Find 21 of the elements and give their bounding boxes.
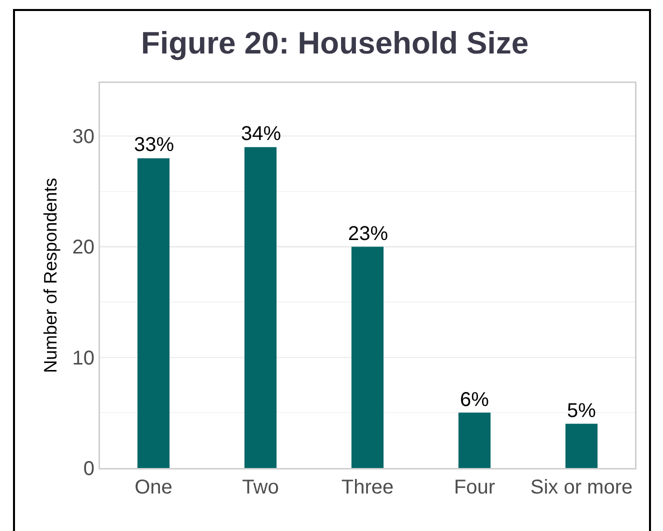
bar xyxy=(244,147,277,468)
chart-title: Figure 20: Household Size xyxy=(141,25,529,60)
annotation: 33% xyxy=(134,134,174,156)
y-tick-label: 30 xyxy=(72,126,94,148)
y-tick-label: 0 xyxy=(83,458,94,480)
annotation: 6% xyxy=(460,389,490,411)
y-tick-label: 10 xyxy=(72,347,94,370)
x-tick-label: Six or more xyxy=(530,476,633,498)
x-tick-label: One xyxy=(134,476,172,498)
y-tick-label: 20 xyxy=(72,236,94,259)
annotation: 5% xyxy=(567,400,596,422)
bar xyxy=(458,412,491,468)
annotation: 34% xyxy=(241,123,282,145)
bar xyxy=(351,246,384,468)
annotation: 23% xyxy=(348,223,388,245)
x-tick-label: Two xyxy=(242,476,279,498)
bar xyxy=(137,158,170,468)
x-tick-label: Four xyxy=(454,476,496,498)
y-axis-title: Number of Respondents xyxy=(40,178,61,374)
x-tick-label: Three xyxy=(341,476,394,498)
bar xyxy=(565,424,598,468)
